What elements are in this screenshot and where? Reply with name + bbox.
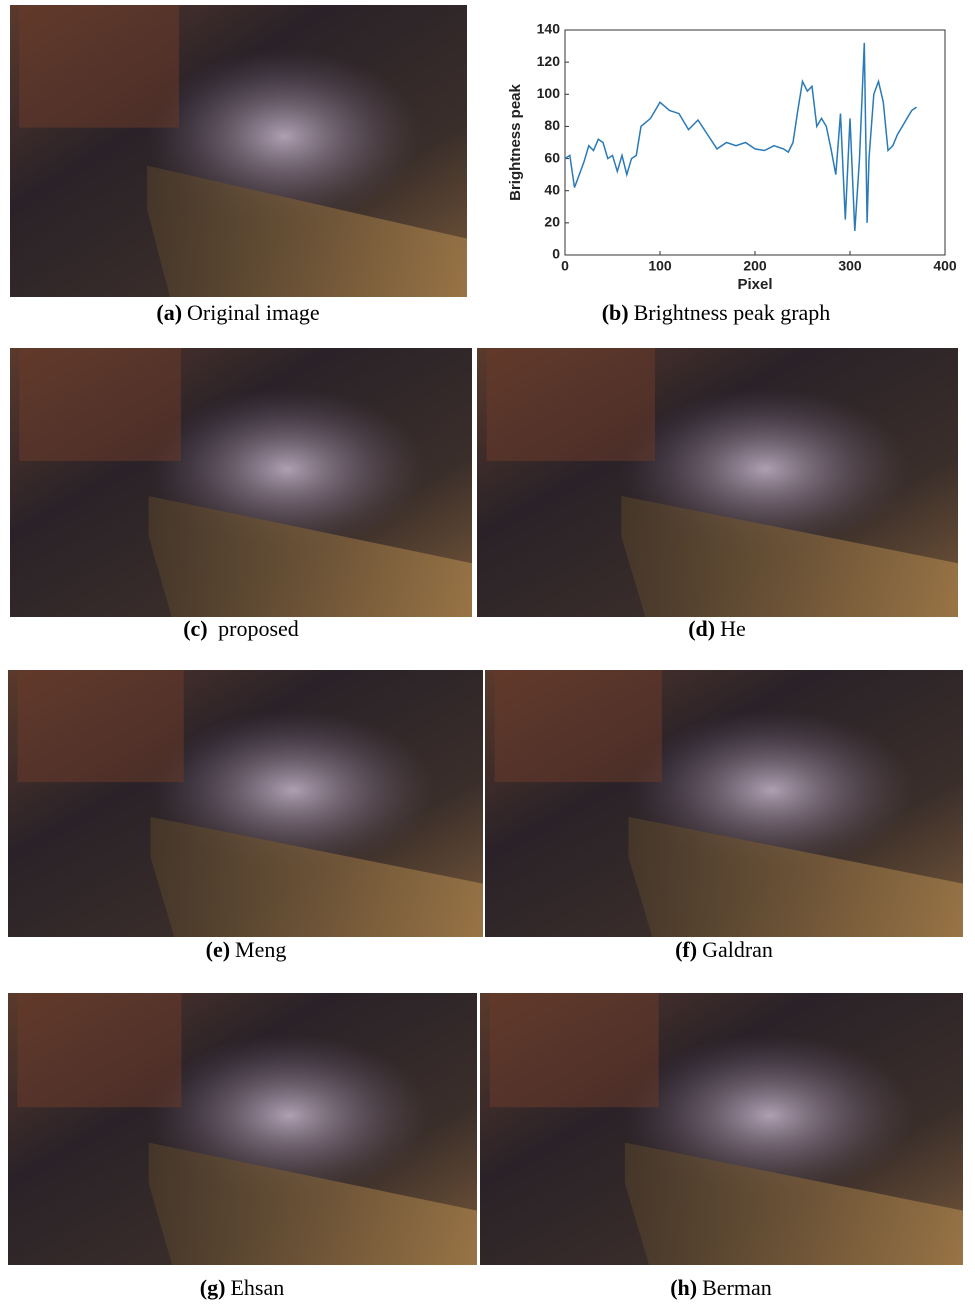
photo xyxy=(10,348,472,617)
caption: (d)He xyxy=(688,616,746,641)
caption-text: Meng xyxy=(235,937,286,962)
caption: (g)Ehsan xyxy=(200,1275,284,1300)
caption-text: Original image xyxy=(187,300,320,325)
caption-letter: (b) xyxy=(602,300,629,325)
line xyxy=(565,43,917,231)
brightness-chart: 0 20 40 60 80 100 120 140 0 100 200 300 400 Pixel Brig… xyxy=(507,21,957,293)
photo xyxy=(8,670,483,937)
photo-top-machinery xyxy=(19,348,181,461)
y-tick-label: 100 xyxy=(537,85,561,101)
plot-frame xyxy=(565,30,945,255)
caption-letter: (g) xyxy=(200,1275,226,1300)
photo-top-machinery xyxy=(19,5,179,128)
caption: (c) proposed xyxy=(183,616,299,641)
y-tick-label: 120 xyxy=(537,53,561,69)
caption: (f)Galdran xyxy=(675,937,773,962)
x-tick-label: 400 xyxy=(933,258,957,274)
y-tick-label: 20 xyxy=(544,214,560,230)
photo xyxy=(485,670,963,937)
caption-text: proposed xyxy=(213,616,299,641)
caption-text: Brightness peak graph xyxy=(634,300,831,325)
caption-letter: (c) xyxy=(183,616,207,641)
y-tick-label: 0 xyxy=(552,246,560,262)
caption: (b)Brightness peak graph xyxy=(602,300,831,325)
caption-text: Berman xyxy=(702,1275,772,1300)
x-axis-label: Pixel xyxy=(737,276,772,293)
page: {"chart_data": {"type": "line", "xlabel"… xyxy=(0,0,975,1315)
caption-letter: (h) xyxy=(670,1275,697,1300)
caption-text: He xyxy=(720,616,746,641)
photos xyxy=(8,5,963,1265)
y-tick-label: 60 xyxy=(544,149,560,165)
caption-text: Ehsan xyxy=(230,1275,284,1300)
photo-top-machinery xyxy=(17,993,181,1107)
figure: 0 20 40 60 80 100 120 140 0 100 200 300 400 Pixel Brig… xyxy=(0,0,975,1315)
caption-letter: (e) xyxy=(206,937,230,962)
caption-letter: (a) xyxy=(156,300,182,325)
photo-top-machinery xyxy=(487,348,655,461)
photo xyxy=(10,5,467,297)
y-tick-label: 40 xyxy=(544,181,560,197)
caption-text: Galdran xyxy=(702,937,773,962)
photo-top-machinery xyxy=(490,993,659,1107)
caption: (e)Meng xyxy=(206,937,287,962)
x-tick-label: 200 xyxy=(743,258,767,274)
x-tick-label: 100 xyxy=(648,258,672,274)
x-tick-label: 300 xyxy=(838,258,862,274)
photo xyxy=(480,993,963,1265)
caption-letter: (d) xyxy=(688,616,715,641)
photo xyxy=(477,348,958,617)
photo-top-machinery xyxy=(495,670,662,782)
caption: (h)Berman xyxy=(670,1275,772,1300)
caption: (a)Original image xyxy=(156,300,319,325)
x-tick-label: 0 xyxy=(561,258,569,274)
y-tick-label: 140 xyxy=(537,21,561,37)
photo-top-machinery xyxy=(18,670,184,782)
photo xyxy=(8,993,477,1265)
caption-letter: (f) xyxy=(675,937,697,962)
y-axis-label: Brightness peak xyxy=(507,83,524,200)
y-tick-label: 80 xyxy=(544,117,560,133)
